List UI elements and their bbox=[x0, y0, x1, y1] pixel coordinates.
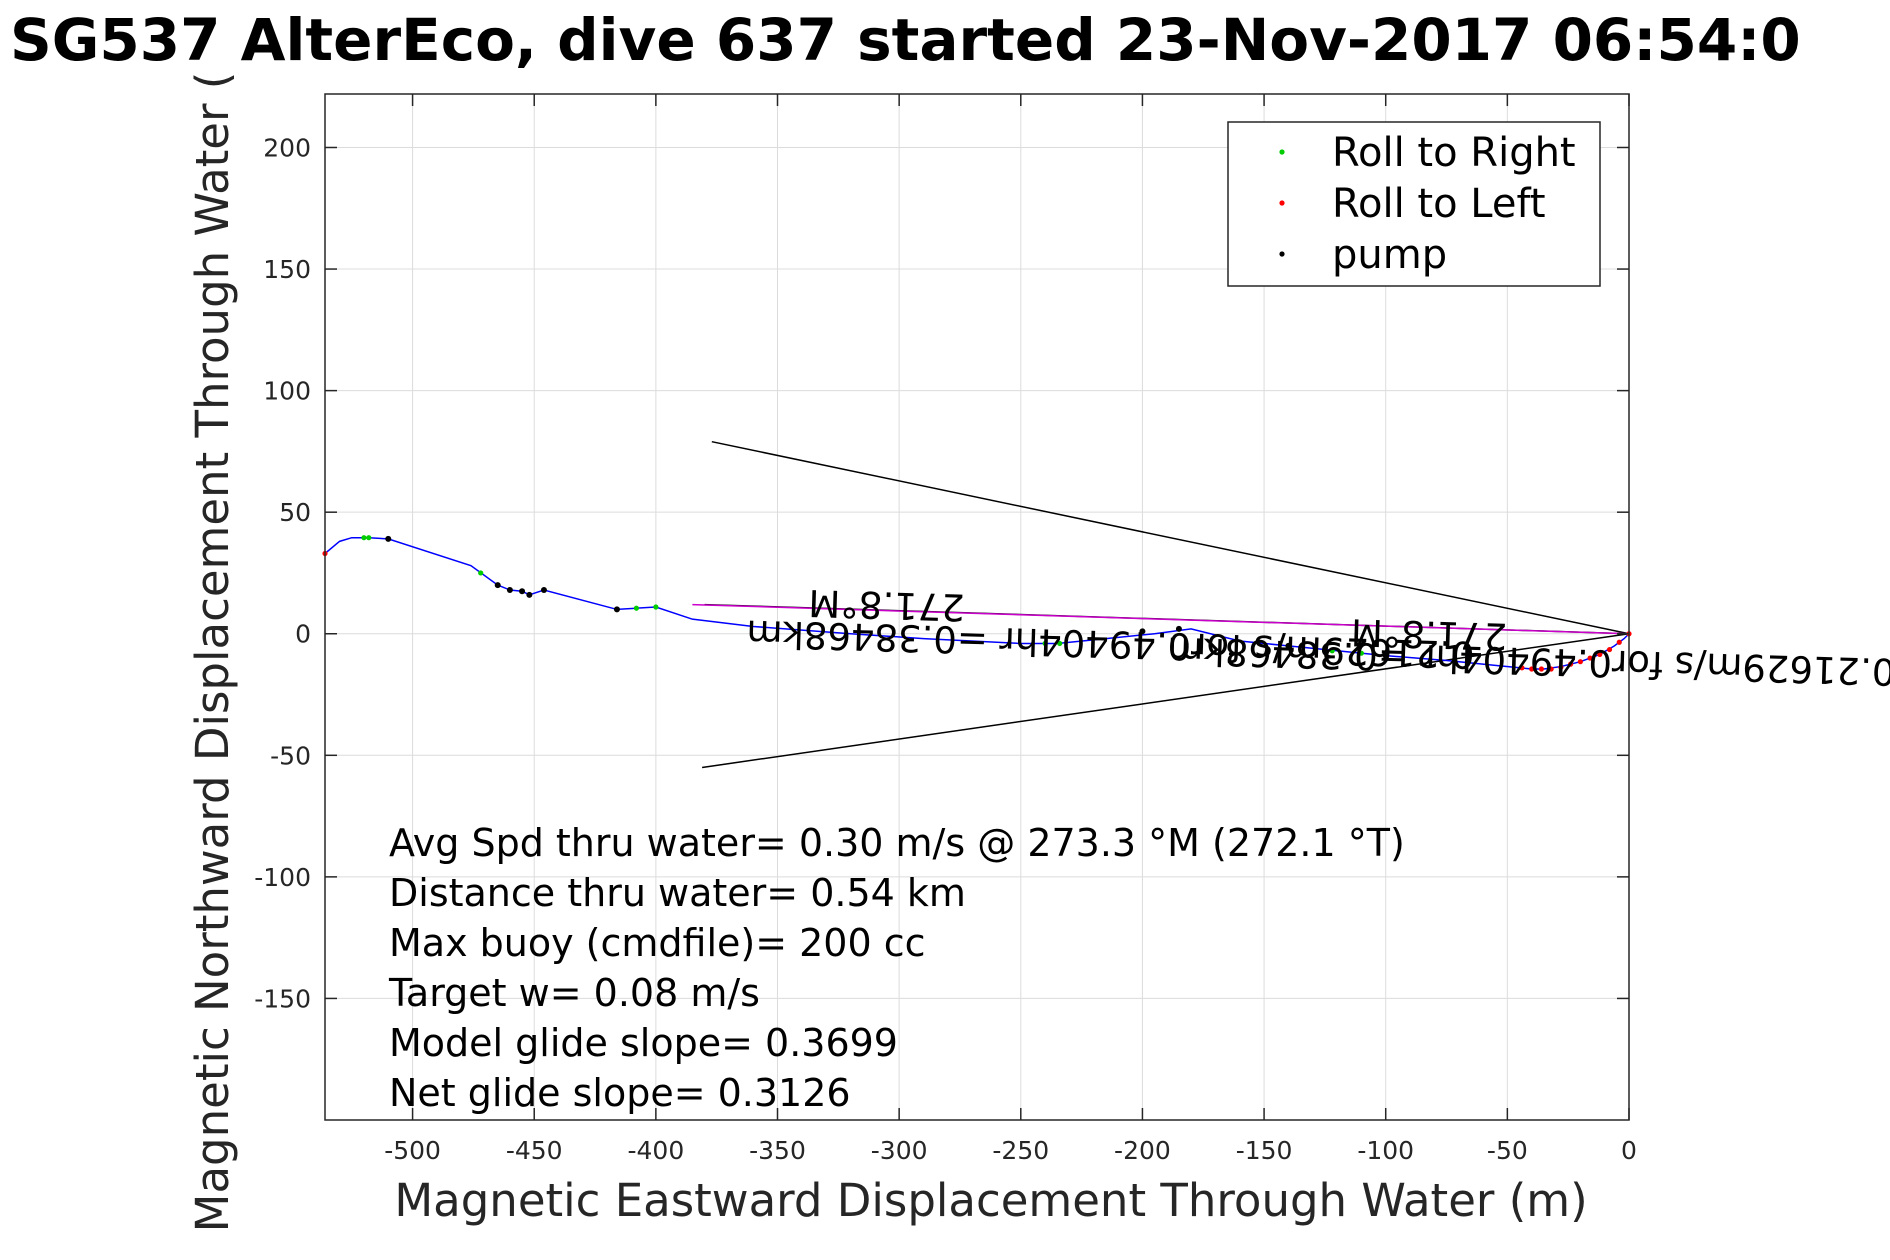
roll-right-point bbox=[366, 535, 372, 541]
legend-box bbox=[1227, 121, 1601, 287]
y-tick-label: -50 bbox=[270, 741, 311, 770]
pump-point bbox=[1382, 652, 1389, 659]
roll-right-point bbox=[361, 535, 367, 541]
x-tick-label: -450 bbox=[506, 1136, 563, 1165]
x-tick-label: -50 bbox=[1487, 1136, 1528, 1165]
roll-right-point bbox=[478, 570, 484, 576]
x-tick-label: -400 bbox=[627, 1136, 684, 1165]
roll-left-point bbox=[1577, 659, 1583, 665]
pump-point bbox=[1175, 625, 1182, 632]
roll-left-point bbox=[1538, 666, 1545, 672]
y-tick-label: 50 bbox=[279, 498, 311, 527]
x-tick-label: -250 bbox=[992, 1136, 1049, 1165]
pump-point bbox=[613, 606, 620, 613]
x-tick-label: -150 bbox=[1236, 1136, 1293, 1165]
plot-frame bbox=[324, 93, 1630, 1121]
plot-marks bbox=[322, 440, 1632, 769]
y-tick-label: 200 bbox=[263, 133, 311, 162]
pump-point bbox=[1285, 642, 1292, 649]
legend: Roll to Right Roll to Left pump bbox=[1227, 121, 1601, 287]
annotation-line: Max buoy (cmdfile)= 200 cc bbox=[389, 921, 926, 965]
legend-entry: pump bbox=[1332, 232, 1447, 278]
roll-right-point bbox=[633, 605, 640, 611]
roll-right-point bbox=[1358, 650, 1364, 656]
roll-left-point bbox=[1529, 666, 1535, 672]
roll-left-point bbox=[1568, 661, 1574, 667]
current-labels: 271.8°M0.21629m/s for0.49404hr =0.38468k… bbox=[746, 581, 1890, 693]
cone-line-0 bbox=[711, 440, 1630, 635]
annotation-line: Model glide slope= 0.3699 bbox=[389, 1021, 898, 1065]
roll-right-point bbox=[653, 604, 659, 610]
legend-marker bbox=[1279, 251, 1285, 257]
pump-point bbox=[1139, 628, 1146, 635]
roll-left-point bbox=[1548, 666, 1554, 672]
y-tick-label: 0 bbox=[295, 620, 311, 649]
x-tick-label: -100 bbox=[1357, 1136, 1414, 1165]
x-tick-label: -500 bbox=[384, 1136, 441, 1165]
chart-title: SG537 AlterEco, dive 637 started 23-Nov-… bbox=[10, 6, 1801, 74]
annotation-line: Distance thru water= 0.54 km bbox=[389, 871, 966, 915]
roll-left-point bbox=[1558, 664, 1564, 670]
legend-marker bbox=[1279, 200, 1285, 206]
annotation-block: Avg Spd thru water= 0.30 m/s @ 273.3 °M … bbox=[388, 821, 1405, 1115]
x-tick-label: -350 bbox=[749, 1136, 806, 1165]
legend-marker bbox=[1279, 149, 1285, 155]
legend-entry: Roll to Left bbox=[1332, 181, 1546, 227]
cone-line-2 bbox=[701, 633, 1630, 769]
roll-left-point bbox=[1597, 651, 1603, 658]
annotation-line: Net glide slope= 0.3126 bbox=[389, 1071, 851, 1115]
x-tick-label: 0 bbox=[1621, 1136, 1637, 1165]
current-label: 271.8°M bbox=[1350, 610, 1508, 658]
roll-left-point bbox=[1606, 646, 1613, 653]
pump-point bbox=[526, 591, 533, 598]
axis-ticks: -500 -450 -400 -350 -300 -250 -200 -150 -100 -50 0… bbox=[254, 94, 1637, 1165]
annotation-line: Target w= 0.08 m/s bbox=[388, 971, 760, 1015]
roll-left-point bbox=[1616, 639, 1622, 645]
current-vector-line bbox=[692, 603, 1630, 635]
y-tick-label: -100 bbox=[254, 863, 311, 892]
pump-point bbox=[385, 535, 392, 542]
roll-right-point bbox=[1057, 640, 1063, 647]
y-tick-label: 150 bbox=[263, 255, 311, 284]
pump-point bbox=[540, 586, 547, 593]
y-axis-label: Magnetic Northward Displacement Through … bbox=[186, 72, 239, 1233]
x-tick-label: -300 bbox=[871, 1136, 928, 1165]
roll-right-point bbox=[1042, 640, 1048, 647]
current-label: 0.21629m/s for0.49404hr =0.38468km bbox=[1167, 629, 1890, 694]
x-axis-label: Magnetic Eastward Displacement Through W… bbox=[394, 1174, 1587, 1227]
pump-point bbox=[519, 588, 526, 595]
current-label: 271.8°M bbox=[808, 581, 966, 629]
annotation-line: Avg Spd thru water= 0.30 m/s @ 273.3 °M … bbox=[389, 821, 1405, 865]
roll-left-point bbox=[1519, 665, 1525, 671]
roll-left-point bbox=[1587, 655, 1593, 661]
y-tick-label: 100 bbox=[263, 377, 311, 406]
pump-point bbox=[494, 582, 501, 589]
legend-entry: Roll to Right bbox=[1332, 130, 1576, 176]
y-tick-label: -150 bbox=[254, 984, 311, 1013]
x-tick-label: -200 bbox=[1114, 1136, 1171, 1165]
pump-point bbox=[506, 586, 513, 593]
roll-right-point bbox=[1329, 648, 1335, 654]
